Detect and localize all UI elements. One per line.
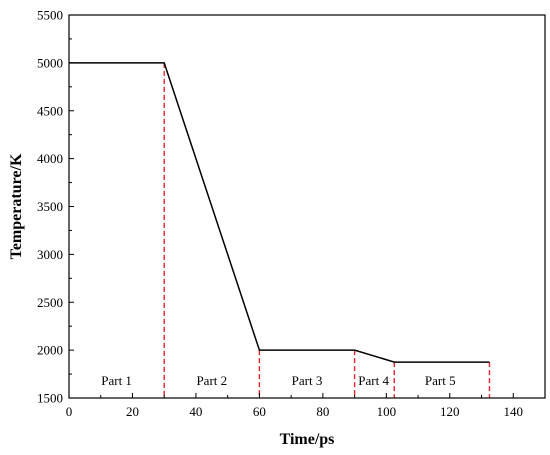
y-tick-label: 4500	[37, 103, 63, 118]
x-tick-label: 20	[126, 404, 139, 419]
y-tick-label: 2500	[37, 295, 63, 310]
y-tick-label: 3500	[37, 199, 63, 214]
plot-frame	[68, 14, 546, 399]
y-tick-label: 2000	[37, 343, 63, 358]
part-label: Part 3	[292, 373, 323, 388]
x-tick-label: 100	[377, 404, 397, 419]
part-boundaries	[163, 62, 491, 398]
x-tick-label: 60	[253, 404, 266, 419]
y-tick-label: 1500	[37, 391, 63, 406]
part-label: Part 5	[425, 373, 456, 388]
series-layer	[69, 62, 490, 363]
temperature-line	[69, 62, 490, 363]
y-axis-title: Temperature/K	[8, 153, 25, 259]
y-tick-label: 5500	[37, 8, 63, 23]
x-tick-label: 0	[66, 404, 73, 419]
y-tick-label: 4000	[37, 151, 63, 166]
part-label: Part 2	[196, 373, 227, 388]
part-label: Part 1	[101, 373, 132, 388]
x-tick-label: 140	[504, 404, 524, 419]
labels-layer: Time/ps Temperature/K Part 1 Part 2 Part 3 Pa…	[8, 153, 456, 448]
part-label: Part 4	[358, 373, 389, 388]
x-axis-title: Time/ps	[280, 431, 335, 448]
x-tick-label: 80	[316, 404, 329, 419]
y-tick-label: 5000	[37, 55, 63, 70]
y-tick-label: 3000	[37, 247, 63, 262]
x-tick-label: 120	[440, 404, 460, 419]
axes: 0 20 40 60 80 100 120 140 1500 2000 2500 3000 3500 40…	[37, 8, 546, 419]
x-tick-label: 40	[189, 404, 202, 419]
